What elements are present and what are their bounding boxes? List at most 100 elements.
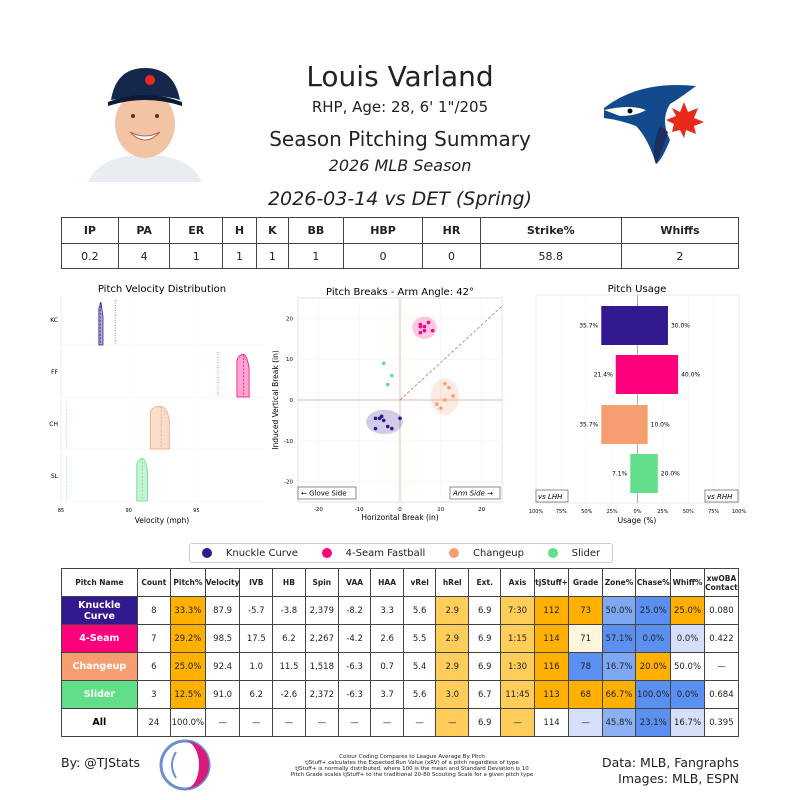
break-point-ff <box>426 320 431 325</box>
legend-label: 4-Seam Fastball <box>345 547 426 559</box>
arsenal-cell: 71 <box>568 624 603 653</box>
arsenal-cell: 45.8% <box>601 708 637 737</box>
break-point-kc <box>373 426 378 431</box>
glove-side-label: ← Glove Side <box>301 490 347 498</box>
stats-value: 58.8 <box>479 243 622 269</box>
vs-rhh-box <box>704 489 739 503</box>
arsenal-cell: 1:30 <box>500 652 535 681</box>
break-point-kc <box>390 426 394 431</box>
velocity-density-ff <box>236 353 250 398</box>
breaks-x-tick: 10 <box>437 507 444 513</box>
arsenal-cell: -6.3 <box>337 652 372 681</box>
note-line: Colour Coding Compares to League Average… <box>339 754 485 760</box>
arsenal-cell: 16.7% <box>601 652 637 681</box>
arsenal-cell: 2,372 <box>304 680 339 709</box>
vs-lhh-box <box>535 489 569 503</box>
arsenal-cell: 116 <box>533 652 570 681</box>
arsenal-cell: 25.0% <box>670 596 705 625</box>
velocity-density-ch <box>149 405 170 450</box>
arsenal-cell: 3.7 <box>370 680 404 709</box>
arsenal-row: Changeup 6 25.0% 92.4 1.0 11.5 1,518 -6.3 0.7 5.4… <box>61 652 740 681</box>
arsenal-cell: 6.9 <box>468 624 502 653</box>
arsenal-cell: 1:15 <box>500 624 535 653</box>
arsenal-cell: -4.2 <box>337 624 372 653</box>
arsenal-cell: 2.6 <box>370 624 404 653</box>
usage-tick: 0% <box>634 509 642 515</box>
arsenal-row: All 24 100.0% — — — — — — — —6.9—114—45.8% 23.1% 16.… <box>61 708 740 737</box>
break-point-ch <box>443 398 447 402</box>
legend-dot-sl <box>547 548 558 558</box>
arsenal-cell: -8.2 <box>337 596 372 625</box>
break-point-ch <box>451 394 455 398</box>
break-point-kc <box>379 414 384 419</box>
arsenal-pitch-name: Changeup <box>61 652 138 681</box>
breaks-y-tick: -10 <box>284 439 293 445</box>
arsenal-cell: 3.0 <box>435 680 470 709</box>
arsenal-cell: 0.395 <box>703 708 740 737</box>
breaks-x-tick: 20 <box>478 507 485 513</box>
arsenal-cell: 57.1% <box>601 624 637 653</box>
stats-value: 1 <box>169 243 224 269</box>
arsenal-cell: 33.3% <box>169 596 206 625</box>
data-source: Data: MLB, Fangraphs <box>601 755 739 770</box>
break-point-kc <box>381 418 386 423</box>
break-point-ff <box>430 328 435 333</box>
usage-rhh-label: 10.0% <box>651 422 670 429</box>
arsenal-cell: — <box>272 708 306 737</box>
arsenal-cell: 0.7 <box>370 652 404 681</box>
arsenal-cell: 23.1% <box>635 708 672 737</box>
arsenal-cell: 16.7% <box>670 708 705 737</box>
pitch-legend: Knuckle Curve 4-Seam Fastball Changeup S… <box>189 543 613 563</box>
break-point-kc <box>373 416 378 421</box>
arsenal-cell: 2,267 <box>304 624 339 653</box>
breaks-x-tick: 0 <box>398 507 402 513</box>
breaks-ylabel: Induced Vertical Break (in) <box>271 350 280 450</box>
arsenal-cell: 78 <box>568 652 603 681</box>
legend-dot-ch <box>448 548 459 558</box>
arsenal-cell: 0.0% <box>670 680 705 709</box>
data-credits: Data: MLB, Fangraphs Images: MLB, ESPN <box>560 755 739 787</box>
usage-chart-title: Pitch Usage <box>608 284 667 295</box>
usage-tick: 75% <box>708 509 719 515</box>
velocity-row-label: SL <box>51 473 59 480</box>
usage-lhh-label: 35.7% <box>579 422 598 429</box>
arsenal-cell: — <box>500 708 535 737</box>
arsenal-header: hRel <box>435 568 470 597</box>
usage-tick: 50% <box>683 509 694 515</box>
legend-label: Knuckle Curve <box>225 547 298 559</box>
legend-dot-ff <box>321 548 332 558</box>
arsenal-cell: 6.2 <box>272 624 306 653</box>
arsenal-cell: 50.0% <box>670 652 705 681</box>
stats-header: Whiffs <box>620 217 740 244</box>
usage-lhh-label: 35.7% <box>579 323 598 330</box>
stats-header: IP <box>61 217 119 244</box>
stats-header-row: IP PA ER H K BB HBP HR Strike% Whiffs <box>61 217 740 244</box>
stats-header: BB <box>287 217 344 244</box>
usage-rhh-label: 20.0% <box>661 471 680 478</box>
stats-header: K <box>255 217 289 244</box>
arsenal-cell: 100.0% <box>635 680 672 709</box>
arsenal-row: 4-Seam 7 29.2% 98.5 17.5 6.2 2,267 -4.2 2.6 5.5 2.… <box>61 624 740 653</box>
pitch-usage-chart: Pitch Usage 35.7% 30.0% 21.4% 40.0% 35.7% 10.… <box>529 284 747 525</box>
breaks-y-tick: 20 <box>286 316 293 322</box>
legend-item: Changeup <box>448 547 524 559</box>
arsenal-header: tjStuff+ <box>533 568 570 597</box>
usage-bar-kc <box>601 306 668 345</box>
arsenal-cell: 20.0% <box>635 652 672 681</box>
break-point-ch <box>443 381 447 386</box>
arsenal-cell: 11.5 <box>272 652 306 681</box>
arsenal-pitch-name: Knuckle Curve <box>61 596 138 625</box>
arsenal-cell: 5.4 <box>402 652 437 681</box>
break-point-kc <box>385 424 390 429</box>
arsenal-cell: 5.6 <box>402 680 437 709</box>
legend-label: Changeup <box>472 547 524 559</box>
velocity-xlabel: Velocity (mph) <box>135 516 190 525</box>
break-point-kc <box>398 416 402 421</box>
arsenal-cell: 66.7% <box>601 680 637 709</box>
usage-lhh-label: 21.4% <box>594 372 613 379</box>
image-source: Images: MLB, ESPN <box>618 771 739 786</box>
usage-tick: 75% <box>556 509 567 515</box>
stats-value: 0.2 <box>61 243 119 269</box>
arsenal-cell: 98.5 <box>204 624 241 653</box>
break-cluster-ch <box>430 378 460 415</box>
